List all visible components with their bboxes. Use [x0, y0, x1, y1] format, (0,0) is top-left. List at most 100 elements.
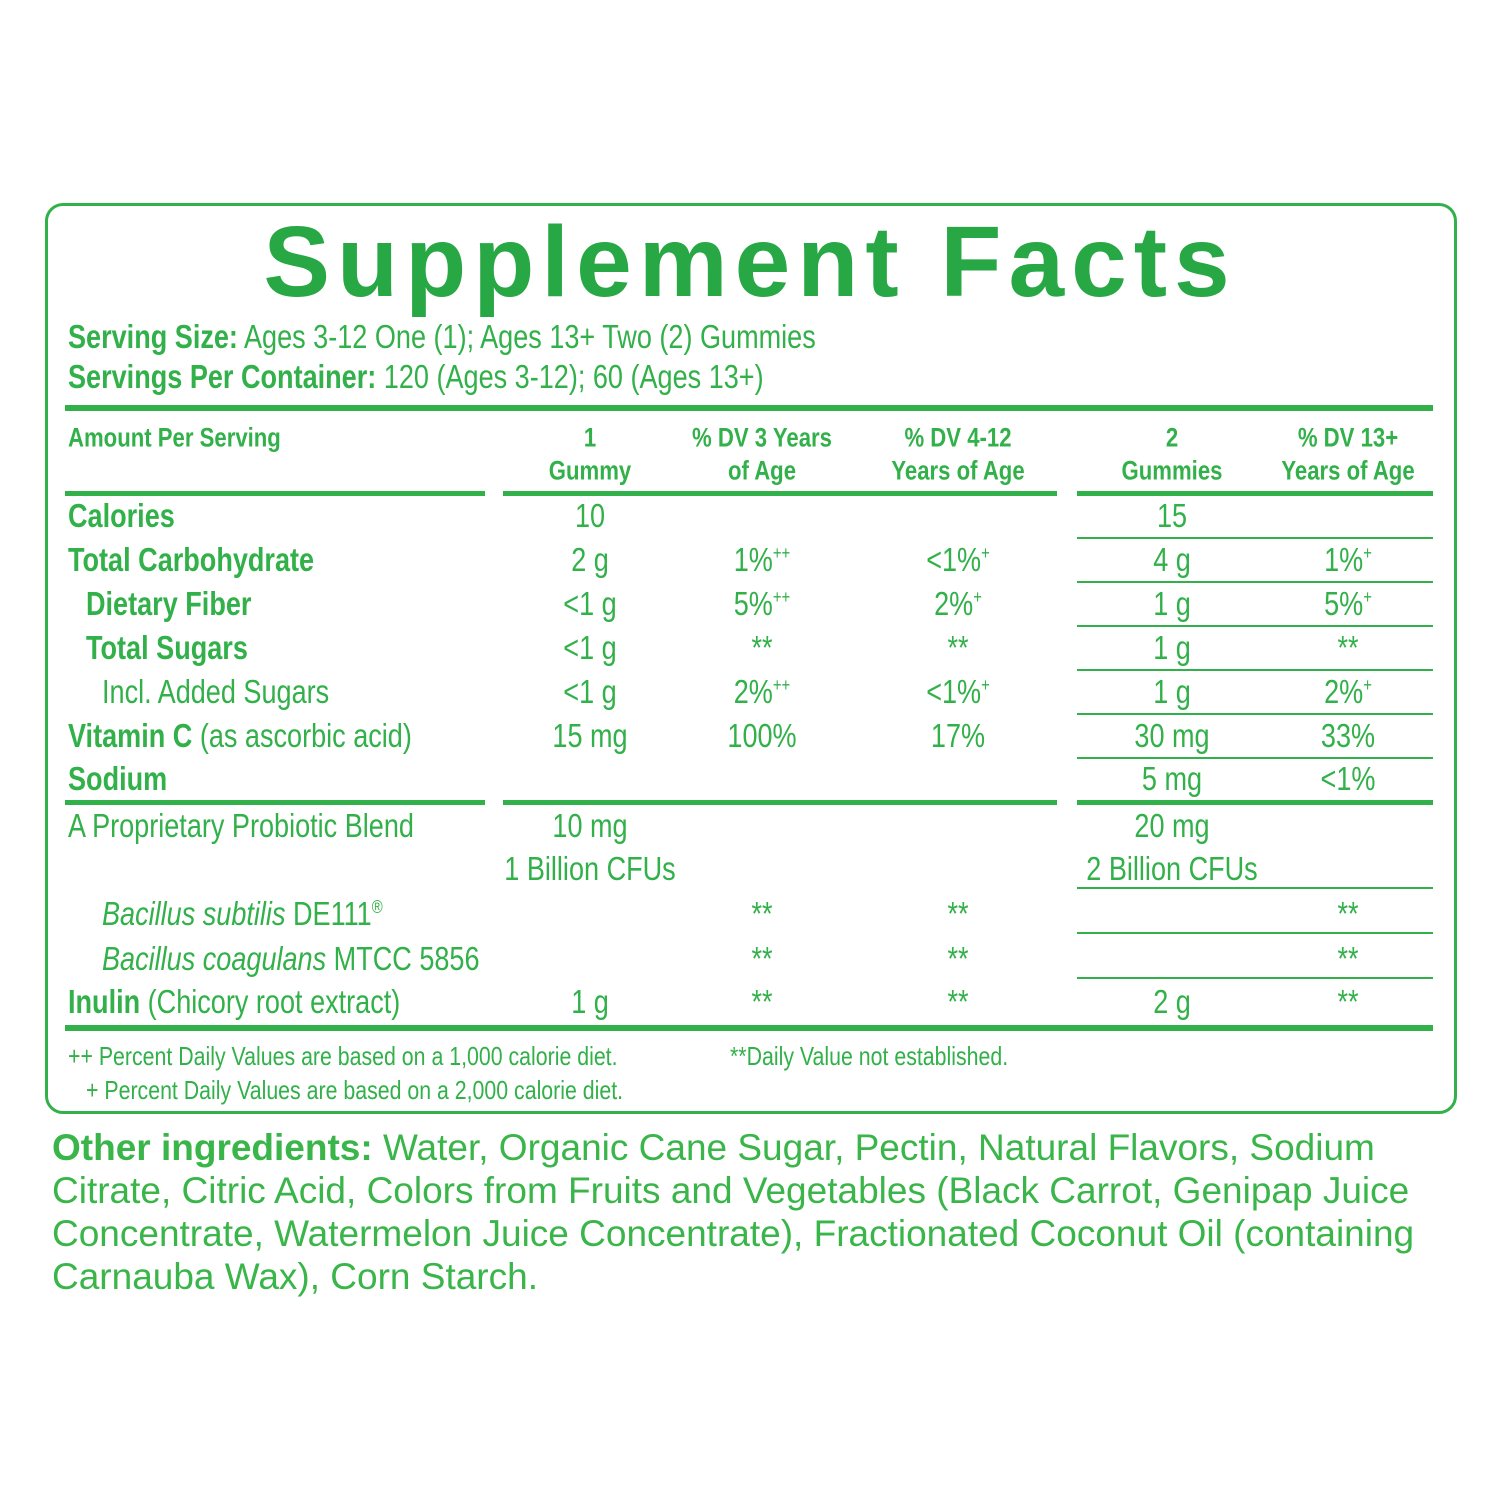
other-ingredients-label: Other ingredients:: [52, 1127, 373, 1168]
column-header: Gummies: [1122, 456, 1223, 487]
cell-value: **: [751, 895, 773, 932]
cell: **: [947, 940, 968, 978]
cell: 1 Billion CFUs: [504, 850, 675, 888]
cell-value: 2 Billion CFUs: [1086, 850, 1258, 887]
cell: 10 mg: [552, 807, 627, 845]
cell: **: [1337, 895, 1358, 933]
header-text: Gummy: [548, 455, 632, 486]
rule: [65, 800, 485, 805]
nutrient-detail: (as ascorbic acid): [192, 717, 412, 754]
cell: 2%++: [734, 673, 791, 711]
rule: [503, 800, 1057, 805]
cell: **: [947, 895, 968, 933]
header-text: Years of Age: [891, 455, 1025, 486]
servings-per-container: Servings Per Container: 120 (Ages 3-12);…: [68, 358, 916, 396]
nutrient-name: Inulin: [68, 983, 141, 1020]
nutrient-name: Total Sugars: [86, 629, 248, 666]
superscript: +: [981, 675, 990, 695]
header-text: % DV 13+: [1297, 422, 1399, 453]
other-ingredients-text: Water, Organic Cane Sugar, Pectin, Natur…: [52, 1127, 1415, 1297]
nutrient-name: Incl. Added Sugars: [102, 673, 330, 710]
nutrient-name: Calories: [68, 497, 175, 534]
cell: 30 mg: [1134, 717, 1209, 755]
superscript: ++: [772, 675, 791, 695]
row-label: Bacillus subtilis DE111®: [102, 895, 444, 933]
row-label-text: Total Carbohydrate: [68, 541, 314, 579]
cell-value: 4 g: [1153, 541, 1191, 578]
header-text: Amount Per Serving: [68, 422, 281, 453]
cell-value: **: [947, 983, 969, 1020]
cell: 2%+: [934, 585, 982, 623]
rule: [1077, 800, 1433, 805]
header-text: 2: [1165, 422, 1179, 453]
row-label-text: Inulin (Chicory root extract): [68, 983, 400, 1021]
cell-value: 17%: [930, 717, 986, 754]
row-rule: [1077, 887, 1433, 889]
cell-value: 100%: [727, 717, 797, 754]
cell-value: 1%: [1324, 541, 1364, 578]
cell-value: 10 mg: [552, 807, 628, 844]
cell: **: [947, 983, 968, 1021]
header-text: Years of Age: [1281, 455, 1415, 486]
cell: **: [751, 940, 772, 978]
cell-value: **: [1337, 895, 1359, 932]
row-rule: [1077, 625, 1433, 627]
cell-value: 2%: [733, 673, 773, 710]
cell-value: **: [751, 629, 773, 666]
row-rule: [1077, 669, 1433, 671]
cell-value: 1 g: [1153, 673, 1191, 710]
row-rule: [1077, 713, 1433, 715]
nutrient-detail: (Chicory root extract): [140, 983, 401, 1020]
cell: 1 g: [1153, 629, 1191, 667]
other-ingredients: Other ingredients: Water, Organic Cane S…: [52, 1126, 1462, 1298]
cell: **: [751, 895, 772, 933]
cell-value: <1%: [926, 541, 982, 578]
serving-size-label: Serving Size:: [68, 318, 238, 355]
row-rule: [1077, 932, 1433, 934]
row-label: Dietary Fiber: [86, 585, 288, 623]
cell: <1 g: [563, 585, 616, 623]
superscript: +: [1363, 543, 1372, 563]
cell-value: 1 Billion CFUs: [504, 850, 676, 887]
cell-value: 5%: [733, 585, 773, 622]
superscript: +: [973, 587, 982, 607]
nutrient-name: Dietary Fiber: [86, 585, 252, 622]
rule: [65, 405, 1433, 411]
row-label: Inulin (Chicory root extract): [68, 983, 473, 1021]
row-label-text: Dietary Fiber: [86, 585, 251, 623]
row-label: Bacillus coagulans MTCC 5856: [102, 940, 562, 978]
cell-value: **: [1337, 983, 1359, 1020]
footnote: **Daily Value not established.: [730, 1041, 1069, 1072]
cell: 15: [1157, 497, 1187, 535]
cell: <1%: [1321, 760, 1376, 798]
cell-value: 1%: [733, 541, 773, 578]
serving-size: Serving Size: Ages 3-12 One (1); Ages 13…: [68, 318, 980, 356]
cell: 10: [575, 497, 605, 535]
cell: <1%+: [926, 673, 990, 711]
cell: **: [1337, 629, 1358, 667]
cell-value: **: [947, 629, 969, 666]
cell: 2 g: [1153, 983, 1191, 1021]
cell: **: [1337, 983, 1358, 1021]
superscript: +: [1363, 675, 1372, 695]
cell-value: 5%: [1324, 585, 1364, 622]
cell-value: 33%: [1320, 717, 1376, 754]
cell: 2%+: [1324, 673, 1372, 711]
footnote: ++ Percent Daily Values are based on a 1…: [68, 1041, 738, 1072]
cell: 5%++: [734, 585, 791, 623]
row-rule: [1077, 581, 1433, 583]
cell: 100%: [727, 717, 796, 755]
column-header: Gummy: [549, 456, 631, 487]
row-label: Vitamin C (as ascorbic acid): [68, 717, 487, 755]
cell: 33%: [1321, 717, 1375, 755]
label-border: [45, 203, 1457, 1114]
cell-value: 2 g: [1153, 983, 1191, 1020]
cell: 1%+: [1324, 541, 1372, 579]
rule: [503, 491, 1057, 496]
cell: **: [751, 983, 772, 1021]
row-label-text: Sodium: [68, 760, 167, 798]
cell-value: 2%: [1324, 673, 1364, 710]
cell: 2 Billion CFUs: [1086, 850, 1257, 888]
cell-value: 1 g: [571, 983, 609, 1020]
column-header: % DV 13+: [1298, 423, 1398, 454]
